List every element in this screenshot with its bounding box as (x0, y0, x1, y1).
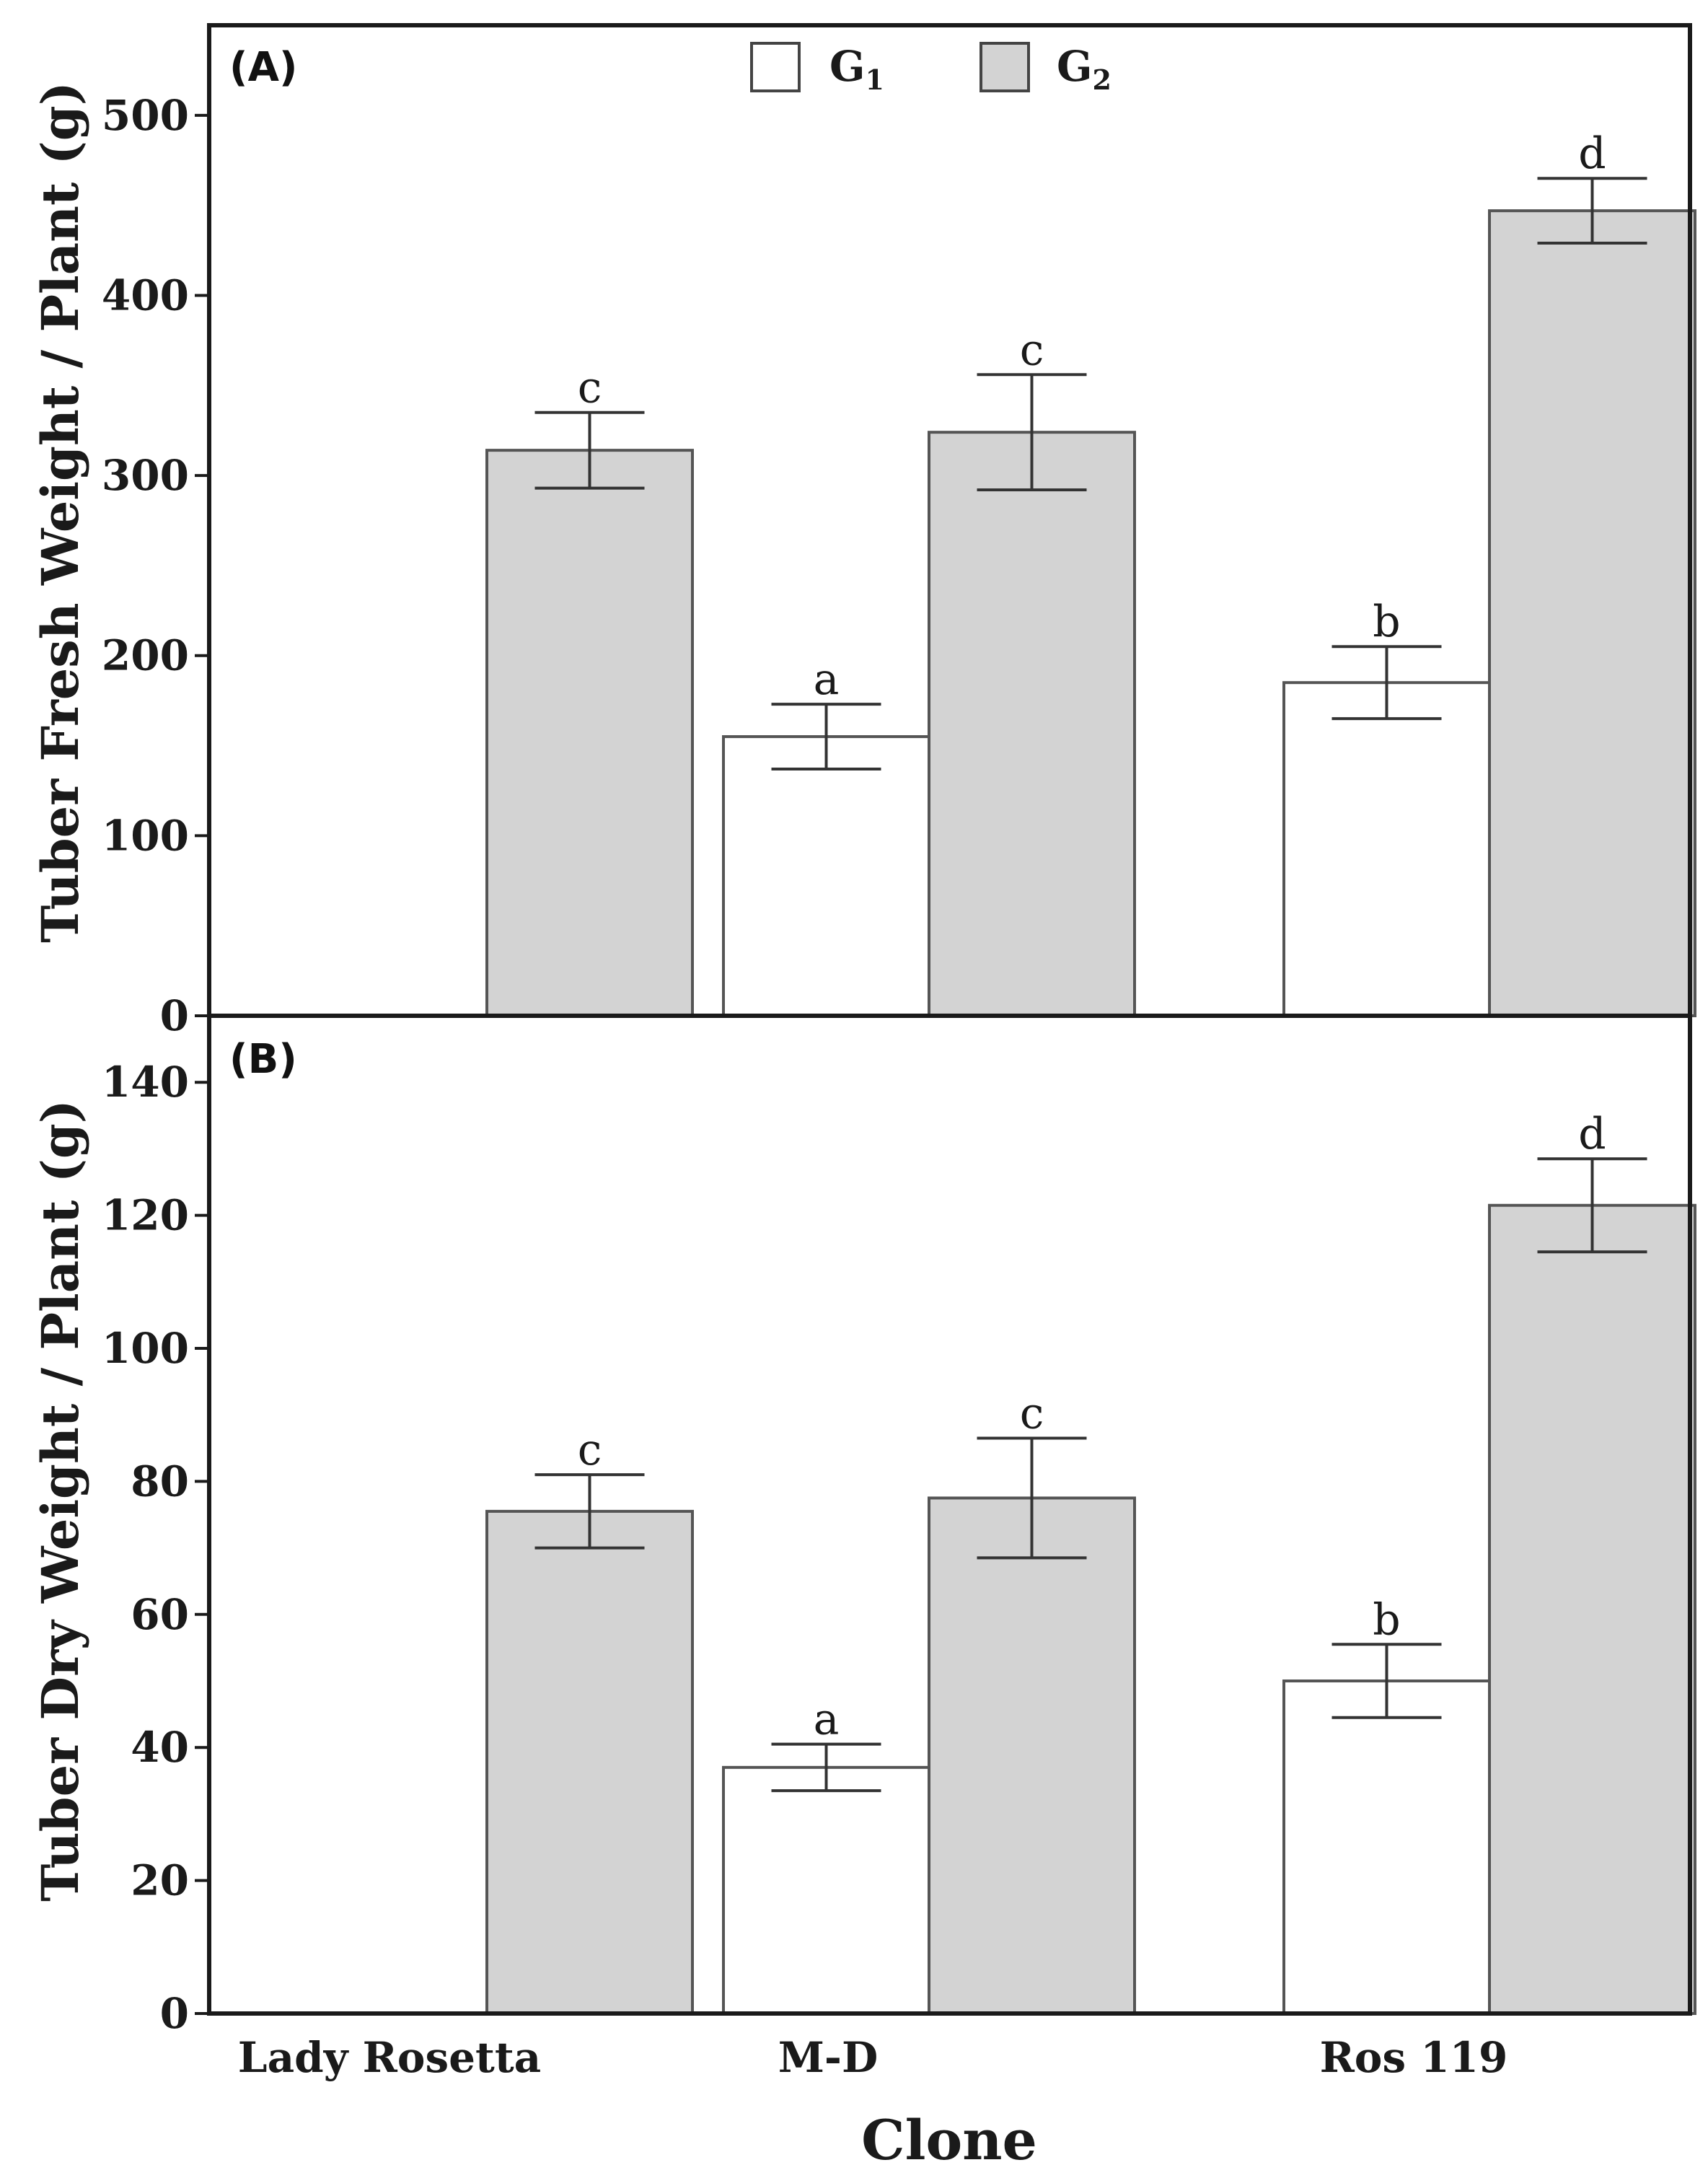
panel-a-bars: c a c b d (485, 128, 1696, 1018)
panel-b-bar-g1-1 (722, 1765, 930, 2016)
legend-label-g2: G2 (1057, 42, 1111, 96)
x-category-label: Lady Rosetta (238, 2033, 541, 2082)
legend-label-g1-base: G (829, 42, 866, 91)
panel-b-bar-g2-1 (928, 1496, 1136, 2015)
panel-a-bar-g2-1 (928, 431, 1136, 1017)
y-tick-label: 300 (102, 451, 189, 500)
panel-a-bar-g2-2 (1488, 209, 1696, 1017)
significance-letter: c (1020, 1388, 1044, 1439)
significance-letter: c (578, 1425, 602, 1475)
panel-a-bar-g1-2 (1282, 681, 1491, 1017)
panel-b-y-ticks: 0 20 40 60 80 100 120 140 (102, 1058, 209, 2038)
y-tick-label: 200 (102, 631, 189, 680)
panel-b-frame (207, 1014, 1692, 2016)
y-tick-label: 0 (160, 991, 189, 1040)
panel-b-y-axis-label: Tuber Dry Weight / Plant (g) (30, 1099, 90, 1902)
panel-b-bar-g1-2 (1282, 1679, 1491, 2015)
panel-a-y-axis-label: Tuber Fresh Weight / Plant (g) (30, 82, 90, 943)
panel-a-chart: c a c b d 0 100 200 300 400 500 (A) Tuber Fresh W… (30, 23, 1696, 1040)
legend-swatch-g2 (980, 42, 1030, 92)
x-category-label: M-D (778, 2033, 879, 2082)
y-tick-label: 40 (131, 1723, 189, 1772)
significance-letter: c (1020, 325, 1044, 375)
y-tick-label: 100 (102, 811, 189, 860)
legend-label-g1-sub: 1 (866, 63, 884, 96)
legend: G1 G2 (750, 42, 1111, 96)
x-axis-title: Clone (861, 2108, 1037, 2172)
panel-b-bar-g2-2 (1488, 1203, 1696, 2015)
legend-label-g1: G1 (829, 42, 884, 96)
y-tick-label: 400 (102, 271, 189, 320)
panel-b-bars: c a c b d (485, 1109, 1696, 2016)
significance-letter: a (814, 1695, 840, 1745)
significance-letter: c (578, 363, 602, 413)
x-axis-categories: Lady Rosetta M-D Ros 119 (238, 2033, 1508, 2082)
panel-b-label: (B) (229, 1036, 297, 1083)
panel-a-bar-g1-1 (722, 735, 930, 1018)
legend-label-g2-sub: 2 (1093, 63, 1111, 96)
y-tick-label: 20 (131, 1856, 189, 1905)
y-tick-label: 120 (102, 1191, 189, 1240)
legend-label-g2-base: G (1057, 42, 1093, 91)
y-tick-label: 80 (131, 1457, 189, 1506)
y-tick-label: 60 (131, 1590, 189, 1639)
legend-swatch-g1 (750, 42, 801, 92)
significance-letter: a (814, 654, 840, 705)
y-tick-label: 0 (160, 1989, 189, 2038)
panel-a-y-ticks: 0 100 200 300 400 500 (102, 91, 209, 1040)
significance-letter: b (1373, 597, 1400, 647)
y-tick-label: 100 (102, 1324, 189, 1373)
significance-letter: d (1578, 128, 1606, 179)
panel-a-bar-g2-0 (485, 449, 694, 1017)
y-tick-label: 140 (102, 1058, 189, 1107)
x-category-label: Ros 119 (1320, 2033, 1508, 2082)
significance-letter: d (1578, 1109, 1606, 1159)
significance-letter: b (1373, 1594, 1400, 1645)
panel-b-bar-g2-0 (485, 1509, 694, 2015)
y-tick-label: 500 (102, 91, 189, 140)
panel-b-chart: c a c b d 0 20 40 60 80 100 120 140 (B) Tuber Dry W… (30, 1014, 1696, 2038)
panel-a-label: (A) (229, 44, 298, 91)
